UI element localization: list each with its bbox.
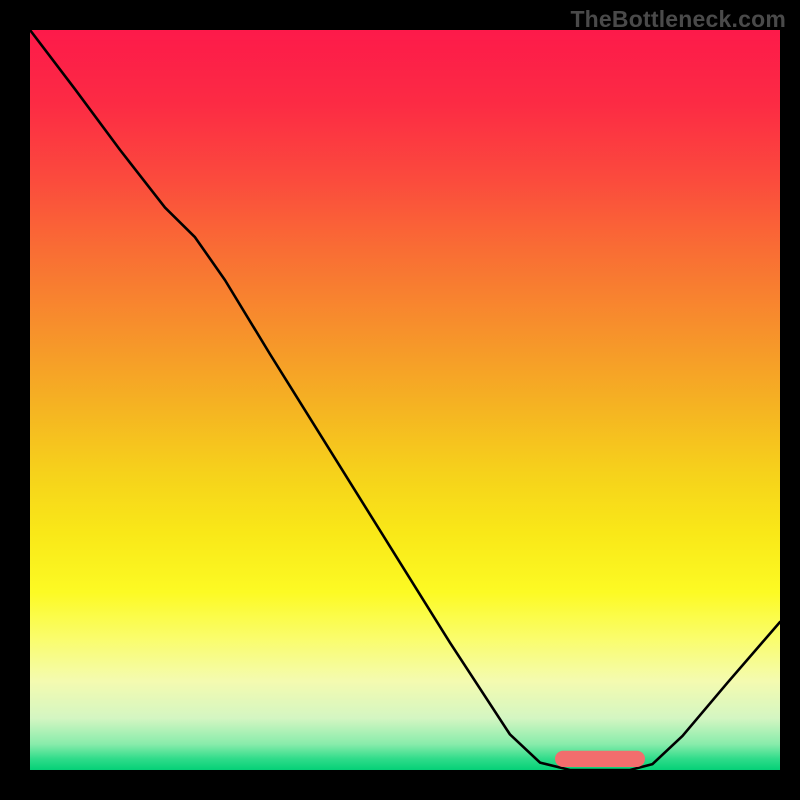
bottleneck-curve-chart bbox=[30, 30, 780, 770]
watermark-text: TheBottleneck.com bbox=[570, 6, 786, 33]
optimal-range-marker bbox=[555, 751, 645, 767]
plot-area bbox=[30, 30, 780, 770]
gradient-background bbox=[30, 30, 780, 770]
chart-frame: TheBottleneck.com bbox=[0, 0, 800, 800]
